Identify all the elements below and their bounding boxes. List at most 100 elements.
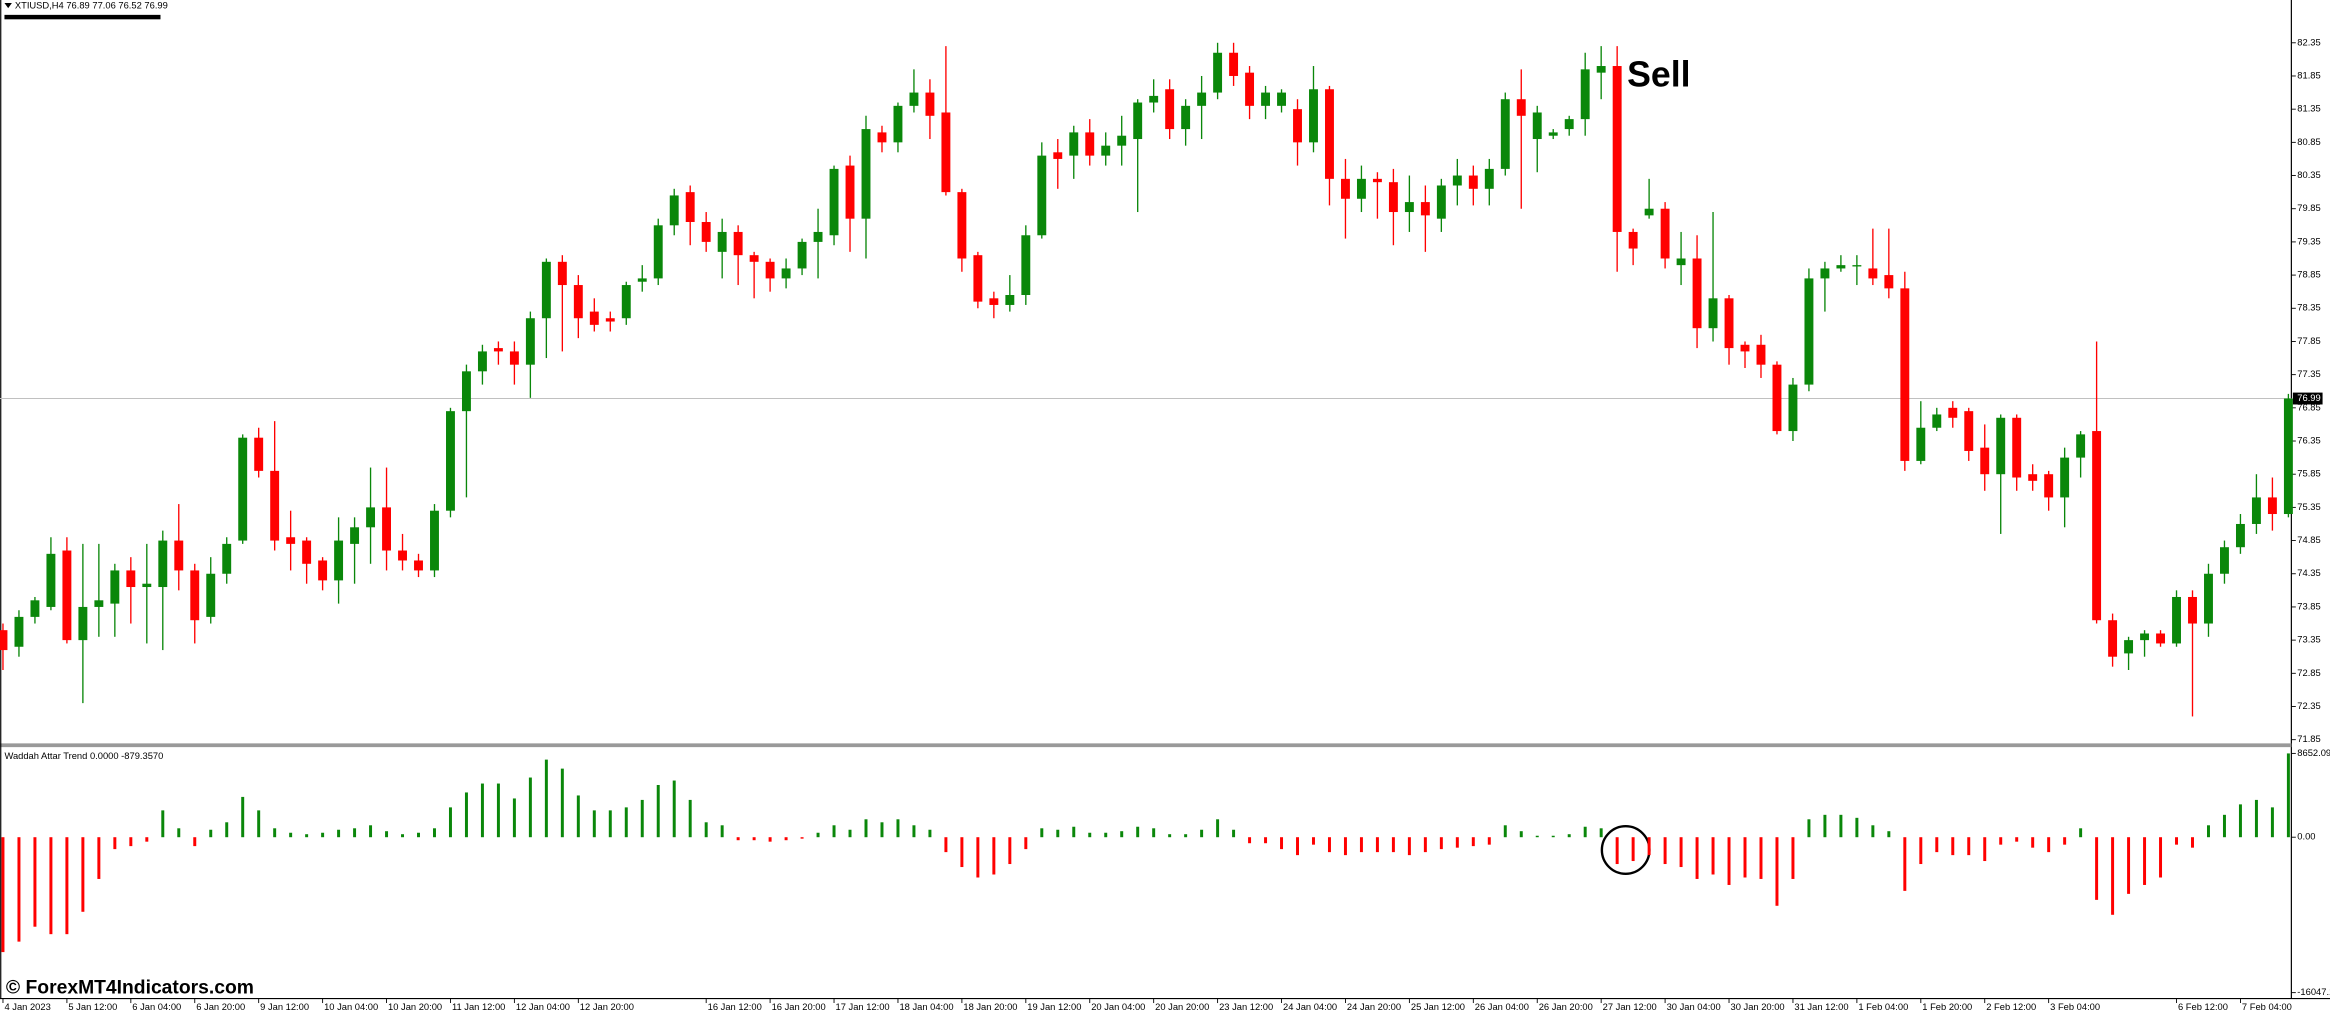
y-tick-label: 74.85 (2297, 535, 2320, 545)
candle-body (1005, 294, 1015, 305)
histogram-bar (1807, 819, 1811, 838)
histogram-bar (1871, 825, 1875, 838)
histogram-bar (385, 831, 389, 838)
x-tick-label: 18 Jan 04:00 (899, 1002, 953, 1012)
y-tick-label: 80.35 (2297, 170, 2320, 180)
histogram-bar (1791, 837, 1795, 879)
histogram-bar (1679, 837, 1683, 868)
candle-body (1692, 258, 1702, 329)
histogram-bar (177, 828, 181, 838)
x-tick-label: 25 Jan 12:00 (1411, 1002, 1465, 1012)
y-tick-label: 0.00 (2297, 832, 2315, 842)
x-tick-label: 3 Feb 04:00 (2050, 1002, 2100, 1012)
histogram-bar (768, 837, 772, 842)
candle-body (366, 507, 376, 528)
y-tick-label: 72.35 (2297, 701, 2320, 711)
candle-body (94, 600, 104, 607)
candle-body (2251, 497, 2261, 524)
histogram-bar (1072, 826, 1076, 838)
candle-body (446, 411, 455, 511)
candle-body (1213, 52, 1223, 93)
candle-body (781, 268, 791, 279)
histogram-bar (2254, 799, 2258, 838)
histogram-bar (496, 783, 500, 838)
histogram-bar (880, 822, 884, 838)
histogram-bar (912, 825, 916, 838)
candle-body (1596, 66, 1606, 73)
histogram-bar (1, 837, 5, 953)
candle-body (1468, 175, 1478, 189)
histogram-bar (2015, 837, 2019, 842)
candle-body (573, 285, 583, 319)
candle-body (605, 318, 615, 322)
candle-body (941, 112, 951, 193)
histogram-bar (1423, 837, 1427, 853)
histogram-bar (864, 819, 868, 838)
candle-body (2044, 474, 2054, 498)
candle-body (541, 261, 551, 319)
candle-body (877, 132, 887, 143)
histogram-bar (1024, 837, 1028, 850)
candle-body (174, 540, 184, 571)
sell-annotation: Sell (1627, 55, 1690, 95)
y-tick-label: 81.35 (2297, 104, 2320, 114)
histogram-bar (2175, 837, 2179, 845)
candle-body (398, 550, 407, 561)
histogram-bar (1327, 837, 1331, 853)
candle-body (1532, 112, 1542, 140)
histogram-bar (1248, 837, 1252, 844)
histogram-bar (1136, 826, 1140, 838)
candle-body (1181, 105, 1191, 130)
histogram-bar (1200, 829, 1204, 838)
x-tick-label: 16 Jan 12:00 (708, 1002, 762, 1012)
histogram-bar (161, 810, 165, 838)
histogram-bar (1583, 826, 1587, 838)
histogram-bar (752, 837, 756, 841)
candle-body (1117, 135, 1127, 146)
candle-body (1708, 298, 1718, 329)
y-tick-label: 71.85 (2297, 734, 2320, 744)
histogram-bar (976, 837, 980, 878)
candle-body (2028, 474, 2038, 481)
y-tick-label: 75.85 (2297, 469, 2320, 479)
histogram-bar (688, 799, 692, 838)
y-tick-label: 72.85 (2297, 668, 2320, 678)
candle-body (1325, 89, 1334, 179)
histogram-bar (305, 834, 309, 838)
candle-body (1484, 168, 1494, 189)
x-tick-label: 6 Jan 20:00 (196, 1002, 245, 1012)
x-tick-label: 6 Jan 04:00 (132, 1002, 181, 1012)
candle-body (1245, 72, 1255, 106)
candle-body (2267, 497, 2277, 515)
candle-body (1868, 268, 1878, 279)
x-tick-label: 18 Jan 20:00 (963, 1002, 1017, 1012)
candle-body (2204, 573, 2213, 624)
histogram-bar (1152, 828, 1156, 838)
candle-body (1388, 182, 1398, 213)
histogram-bar (1855, 817, 1859, 838)
candle-body (1580, 69, 1590, 120)
y-tick-label: 8652.099 (2297, 748, 2330, 758)
histogram-bar (1040, 828, 1044, 838)
candle-body (1884, 275, 1894, 289)
y-tick-label: 73.35 (2297, 635, 2320, 645)
histogram-bar (608, 810, 612, 838)
x-tick-label: 9 Jan 12:00 (260, 1002, 309, 1012)
histogram-bar (800, 837, 804, 839)
histogram-bar (656, 784, 660, 838)
histogram-bar (1615, 837, 1619, 865)
y-tick-label: 80.85 (2297, 137, 2320, 147)
histogram-bar (1919, 837, 1923, 865)
candle-body (1660, 208, 1670, 259)
histogram-bar (672, 780, 676, 838)
candle-body (1932, 414, 1942, 428)
histogram-bar (33, 837, 37, 927)
histogram-bar (544, 759, 548, 838)
candle-body (909, 92, 919, 106)
histogram-bar (1887, 831, 1891, 838)
histogram-bar (209, 829, 213, 838)
candle-body (430, 510, 439, 571)
histogram-bar (2047, 837, 2051, 853)
histogram-bar (1264, 837, 1268, 844)
candle-body (206, 573, 216, 617)
